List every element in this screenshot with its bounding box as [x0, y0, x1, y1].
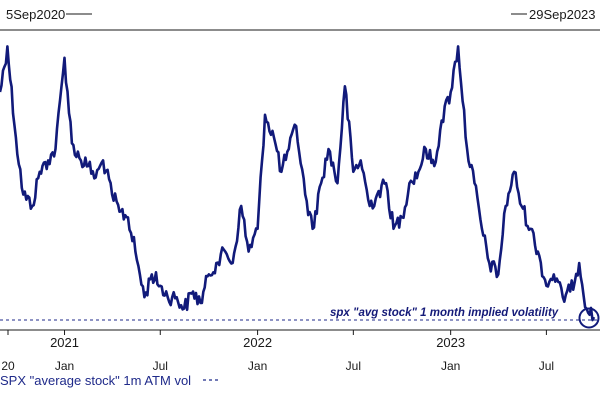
x-axis-year-labels: 2021 2022 2023: [50, 335, 465, 350]
range-end-label: 29Sep2023: [529, 7, 596, 22]
chart-annotation: spx "avg stock" 1 month implied volatili…: [330, 307, 559, 319]
x-axis-year-label: 2023: [436, 335, 465, 350]
x-axis-tick-labels: 20 Jan Jul Jan Jul Jan Jul: [1, 359, 554, 373]
x-axis-tick-label: Jan: [441, 359, 460, 373]
series-line-avg-stock-vol: [0, 45, 596, 322]
x-axis-tick-label: Jul: [346, 359, 361, 373]
x-axis-tick-label: Jan: [248, 359, 267, 373]
x-axis-year-label: 2022: [243, 335, 272, 350]
latest-value-marker: [578, 307, 600, 329]
legend-label: SPX "average stock" 1m ATM vol: [0, 373, 191, 388]
x-axis-tick-label: Jan: [55, 359, 74, 373]
x-axis-year-label: 2021: [50, 335, 79, 350]
x-axis-tick-label: 20: [1, 359, 15, 373]
x-axis-tick-label: Jul: [539, 359, 554, 373]
x-axis-tick-label: Jul: [153, 359, 168, 373]
x-axis-ticks: [7, 330, 547, 335]
range-start-label: 5Sep2020: [6, 7, 65, 22]
